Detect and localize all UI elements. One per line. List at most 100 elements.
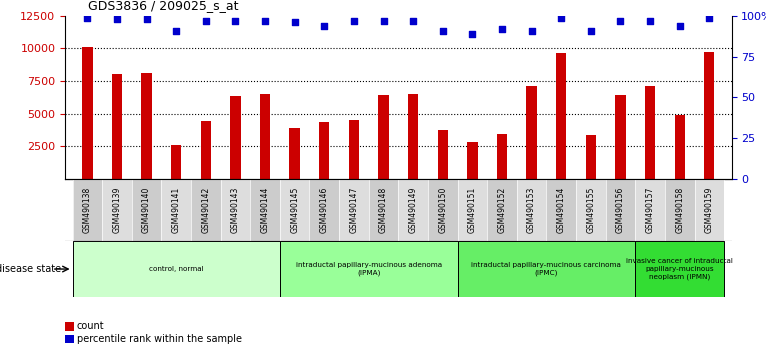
Bar — [339, 179, 368, 241]
Text: GSM490156: GSM490156 — [616, 187, 625, 233]
Text: GSM490149: GSM490149 — [408, 187, 417, 233]
Bar — [517, 179, 546, 241]
Point — [378, 18, 390, 24]
Bar — [467, 142, 477, 179]
Bar — [221, 179, 250, 241]
Bar — [231, 96, 241, 179]
Bar — [132, 179, 162, 241]
Bar — [704, 52, 715, 179]
Bar — [665, 179, 695, 241]
Bar — [398, 179, 428, 241]
Text: GSM490155: GSM490155 — [586, 187, 595, 233]
Text: GSM490143: GSM490143 — [231, 187, 240, 233]
Text: GSM490153: GSM490153 — [527, 187, 536, 233]
Bar — [437, 130, 448, 179]
Text: GSM490141: GSM490141 — [172, 187, 181, 233]
Bar — [378, 95, 388, 179]
Bar — [675, 115, 685, 179]
Text: control, normal: control, normal — [149, 266, 204, 272]
Bar — [368, 179, 398, 241]
Point — [259, 18, 271, 24]
Bar — [171, 145, 182, 179]
Text: intraductal papillary-mucinous adenoma
(IPMA): intraductal papillary-mucinous adenoma (… — [296, 262, 442, 276]
Point — [525, 28, 538, 33]
Text: GSM490148: GSM490148 — [379, 187, 388, 233]
Text: GSM490139: GSM490139 — [113, 187, 122, 233]
Point — [437, 28, 449, 33]
Text: GDS3836 / 209025_s_at: GDS3836 / 209025_s_at — [88, 0, 238, 12]
Text: GSM490140: GSM490140 — [142, 187, 151, 233]
Text: GSM490159: GSM490159 — [705, 187, 714, 233]
Bar — [556, 53, 566, 179]
Text: GSM490151: GSM490151 — [468, 187, 477, 233]
Bar — [635, 179, 665, 241]
Bar — [606, 179, 635, 241]
Bar — [576, 179, 606, 241]
Point — [644, 18, 656, 24]
Bar — [280, 241, 457, 297]
Bar — [457, 241, 635, 297]
Point — [318, 23, 330, 29]
Point — [496, 26, 508, 32]
Bar — [73, 241, 280, 297]
Bar — [250, 179, 280, 241]
Text: percentile rank within the sample: percentile rank within the sample — [77, 334, 241, 344]
Text: GSM490146: GSM490146 — [319, 187, 329, 233]
Point — [229, 18, 241, 24]
Bar — [615, 95, 626, 179]
Bar — [349, 120, 359, 179]
Bar — [635, 241, 724, 297]
Bar — [191, 179, 221, 241]
Bar — [457, 179, 487, 241]
Bar — [319, 122, 329, 179]
Bar — [497, 134, 507, 179]
Point — [614, 18, 627, 24]
Bar — [290, 128, 300, 179]
Bar — [73, 179, 102, 241]
Text: GSM490152: GSM490152 — [497, 187, 506, 233]
Point — [407, 18, 419, 24]
Point — [703, 15, 715, 21]
Bar — [112, 74, 122, 179]
Point — [140, 16, 152, 22]
Text: GSM490158: GSM490158 — [675, 187, 684, 233]
Text: invasive cancer of intraductal
papillary-mucinous
neoplasm (IPMN): invasive cancer of intraductal papillary… — [627, 258, 733, 280]
Bar — [280, 179, 309, 241]
Text: GSM490138: GSM490138 — [83, 187, 92, 233]
Bar — [102, 179, 132, 241]
Text: GSM490150: GSM490150 — [438, 187, 447, 233]
Bar — [586, 135, 596, 179]
Bar — [487, 179, 517, 241]
Text: count: count — [77, 321, 104, 331]
Text: GSM490145: GSM490145 — [290, 187, 300, 233]
Bar — [82, 47, 93, 179]
Point — [466, 31, 479, 37]
Text: GSM490142: GSM490142 — [201, 187, 211, 233]
Bar — [201, 121, 211, 179]
Point — [555, 15, 568, 21]
Text: GSM490144: GSM490144 — [260, 187, 270, 233]
Bar — [645, 86, 655, 179]
Bar — [546, 179, 576, 241]
Text: GSM490147: GSM490147 — [349, 187, 358, 233]
Text: GSM490157: GSM490157 — [646, 187, 655, 233]
Point — [348, 18, 360, 24]
Point — [673, 23, 686, 29]
Bar — [260, 94, 270, 179]
Point — [289, 19, 301, 25]
Text: GSM490154: GSM490154 — [557, 187, 566, 233]
Point — [584, 28, 597, 33]
Bar — [142, 73, 152, 179]
Text: disease state: disease state — [0, 264, 61, 274]
Bar — [309, 179, 339, 241]
Point — [170, 28, 182, 33]
Bar — [428, 179, 457, 241]
Bar — [526, 86, 537, 179]
Point — [111, 16, 123, 22]
Point — [81, 15, 93, 21]
Point — [200, 18, 212, 24]
Bar — [162, 179, 191, 241]
Text: intraductal papillary-mucinous carcinoma
(IPMC): intraductal papillary-mucinous carcinoma… — [472, 262, 621, 276]
Bar — [408, 94, 418, 179]
Bar — [695, 179, 724, 241]
